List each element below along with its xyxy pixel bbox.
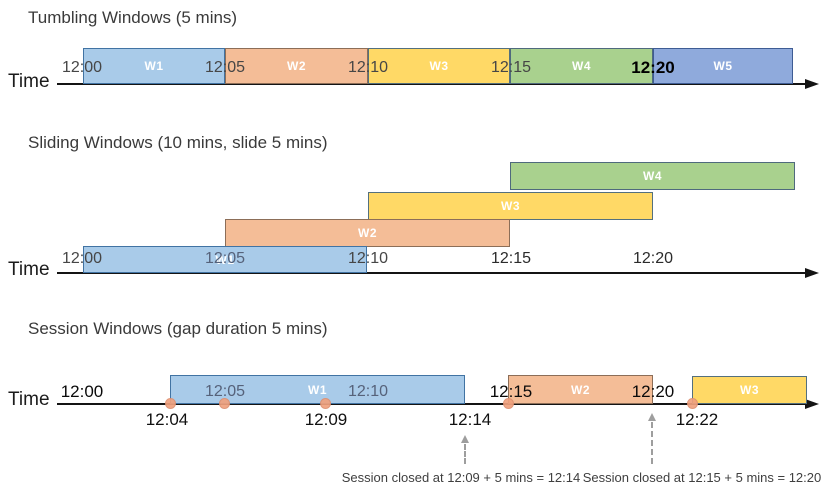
tumbling-window-w1: W1 <box>83 48 225 84</box>
sliding-tick-1210: 12:10 <box>347 250 389 267</box>
sliding-tick-1220: 12:20 <box>632 250 674 267</box>
annotation-arrow-up-icon <box>461 435 469 443</box>
annotation-arrow-line <box>651 422 653 464</box>
session-event-label-1222: 12:22 <box>675 410 719 429</box>
sliding-section-title: Sliding Windows (10 mins, slide 5 mins) <box>28 133 328 152</box>
sliding-axis-line <box>57 272 807 274</box>
session-closed-caption-1: Session closed at 12:09 + 5 mins = 12:14 <box>341 470 581 485</box>
tumbling-window-w4: W4 <box>510 48 653 84</box>
session-tick-1220: 12:20 <box>631 382 675 401</box>
tumbling-window-w2: W2 <box>225 48 368 84</box>
session-event-label-1214: 12:14 <box>448 410 492 429</box>
session-axis-arrowhead-icon <box>805 399 819 409</box>
sliding-axis-arrowhead-icon <box>805 268 819 278</box>
tumbling-window-w3: W3 <box>368 48 510 84</box>
session-tick-1200: 12:00 <box>60 382 104 401</box>
annotation-arrow-up-icon <box>648 413 656 421</box>
window-label: W1 <box>308 382 327 397</box>
window-label: W3 <box>429 59 449 73</box>
window-label: W2 <box>571 382 590 397</box>
tumbling-tick-1200: 12:00 <box>61 59 103 76</box>
session-time-axis-label: Time <box>8 389 50 410</box>
session-tick-1205: 12:05 <box>204 383 246 400</box>
window-label: W2 <box>358 226 377 240</box>
window-label: W4 <box>643 169 662 183</box>
sliding-tick-1205: 12:05 <box>204 250 246 267</box>
sliding-window-w4: W4 <box>510 162 795 190</box>
event-dot-1215 <box>503 398 514 409</box>
sliding-window-w1: W1 <box>83 246 367 273</box>
session-window-w2: W2 <box>508 375 653 404</box>
window-label: W3 <box>740 383 759 397</box>
tumbling-tick-1215: 12:15 <box>490 59 532 76</box>
event-dot-1204 <box>165 398 176 409</box>
tumbling-tick-1210: 12:10 <box>347 59 389 76</box>
sliding-window-w2: W2 <box>225 219 510 247</box>
tumbling-axis-arrowhead-icon <box>805 79 819 89</box>
tumbling-section-title: Tumbling Windows (5 mins) <box>28 8 238 27</box>
event-dot-1205 <box>219 398 230 409</box>
sliding-time-axis-label: Time <box>8 259 50 280</box>
session-event-label-1204: 12:04 <box>145 410 189 429</box>
window-label: W1 <box>215 252 235 267</box>
window-label: W1 <box>144 59 164 73</box>
session-section-title: Session Windows (gap duration 5 mins) <box>28 319 328 338</box>
tumbling-axis-line <box>57 83 807 85</box>
sliding-tick-1200: 12:00 <box>61 250 103 267</box>
tumbling-tick-1205: 12:05 <box>204 59 246 76</box>
event-dot-1222 <box>687 398 698 409</box>
window-label: W3 <box>501 199 520 213</box>
session-window-w3: W3 <box>692 376 807 404</box>
window-label: W2 <box>287 59 306 73</box>
tumbling-time-axis-label: Time <box>8 71 50 92</box>
session-tick-1215: 12:15 <box>489 382 533 401</box>
window-label: W5 <box>713 59 733 73</box>
tumbling-window-w5: W5 <box>653 48 793 84</box>
session-closed-caption-2: Session closed at 12:15 + 5 mins = 12:20 <box>582 470 822 485</box>
session-event-label-1209: 12:09 <box>304 410 348 429</box>
tumbling-tick-1220: 12:20 <box>631 58 675 77</box>
session-axis-line <box>57 403 807 405</box>
event-dot-1209 <box>320 398 331 409</box>
sliding-tick-1215: 12:15 <box>490 250 532 267</box>
sliding-window-w3: W3 <box>368 192 653 220</box>
annotation-arrow-line <box>464 444 466 464</box>
session-tick-1210: 12:10 <box>347 383 389 400</box>
window-label: W4 <box>572 59 591 73</box>
